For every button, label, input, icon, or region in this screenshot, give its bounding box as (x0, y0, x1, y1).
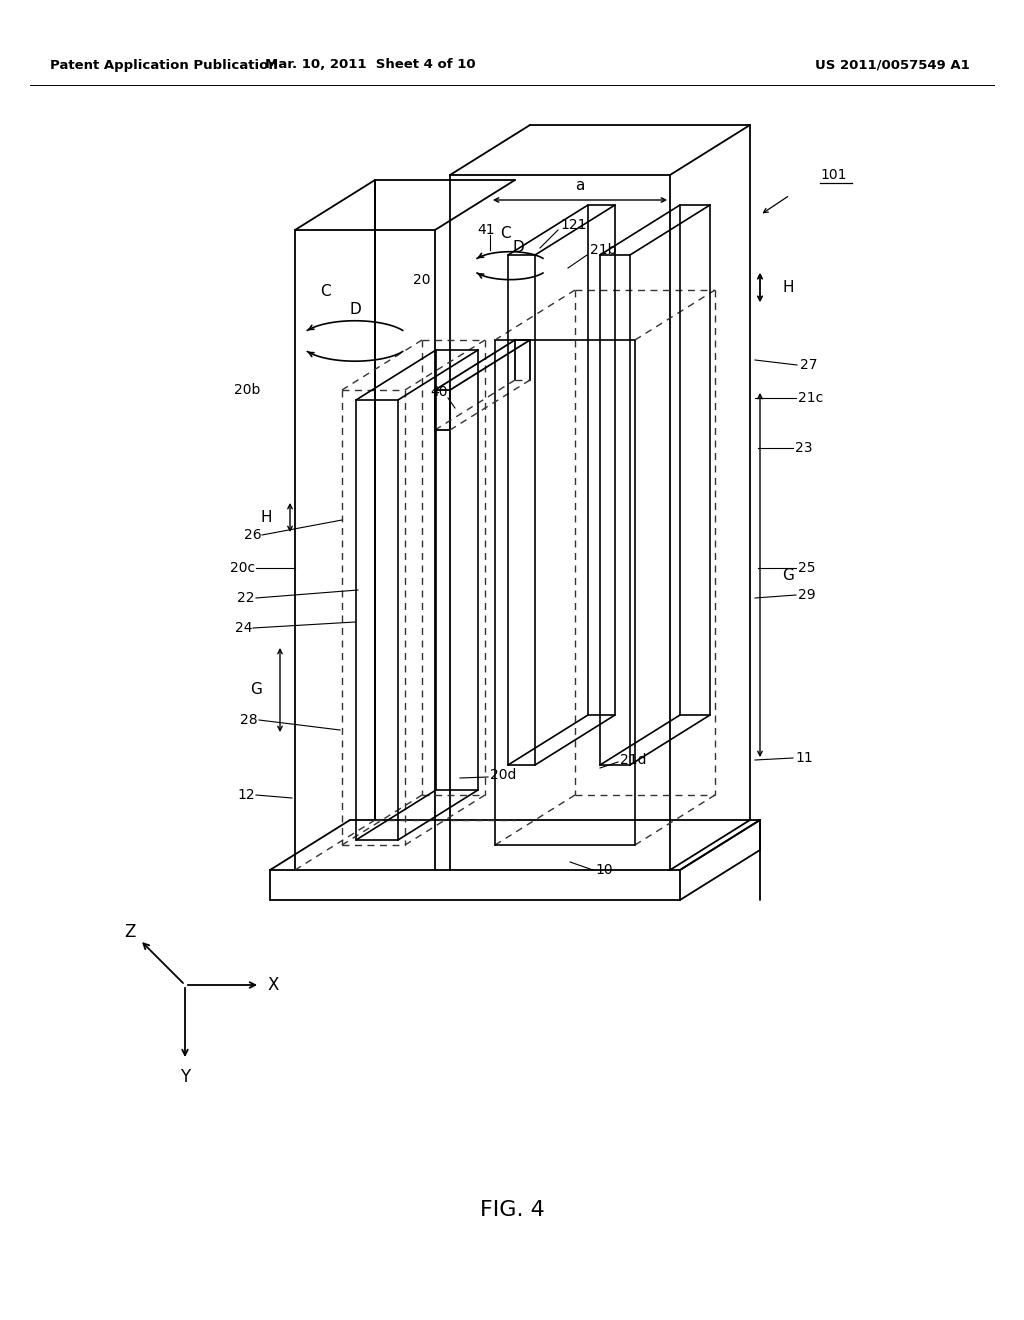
Text: 21d: 21d (620, 752, 646, 767)
Text: H: H (782, 280, 794, 294)
Text: 22: 22 (238, 591, 255, 605)
Text: Z: Z (124, 923, 136, 941)
Text: 20: 20 (413, 273, 430, 286)
Text: D: D (512, 239, 524, 255)
Text: 26: 26 (245, 528, 262, 543)
Text: 121: 121 (560, 218, 587, 232)
Text: 28: 28 (241, 713, 258, 727)
Text: US 2011/0057549 A1: US 2011/0057549 A1 (815, 58, 970, 71)
Text: 27: 27 (800, 358, 817, 372)
Text: 21b: 21b (590, 243, 616, 257)
Text: 24: 24 (234, 620, 252, 635)
Text: 29: 29 (798, 587, 816, 602)
Text: G: G (782, 568, 794, 582)
Text: 41: 41 (477, 223, 495, 238)
Text: 12: 12 (238, 788, 255, 803)
Text: C: C (500, 226, 510, 240)
Text: 25: 25 (798, 561, 815, 576)
Text: 20d: 20d (490, 768, 516, 781)
Text: 11: 11 (795, 751, 813, 766)
Text: G: G (250, 682, 262, 697)
Text: H: H (260, 510, 272, 525)
Text: X: X (267, 975, 279, 994)
Text: Y: Y (180, 1068, 190, 1086)
Text: D: D (349, 302, 360, 318)
Text: 21c: 21c (798, 391, 823, 405)
Text: Mar. 10, 2011  Sheet 4 of 10: Mar. 10, 2011 Sheet 4 of 10 (264, 58, 475, 71)
Text: C: C (319, 285, 331, 300)
Text: a: a (575, 177, 585, 193)
Text: 10: 10 (595, 863, 612, 876)
Text: 40: 40 (430, 385, 449, 399)
Text: Patent Application Publication: Patent Application Publication (50, 58, 278, 71)
Text: 20b: 20b (233, 383, 260, 397)
Text: 20c: 20c (229, 561, 255, 576)
Text: 101: 101 (820, 168, 847, 182)
Text: 23: 23 (795, 441, 812, 455)
Text: FIG. 4: FIG. 4 (479, 1200, 545, 1220)
